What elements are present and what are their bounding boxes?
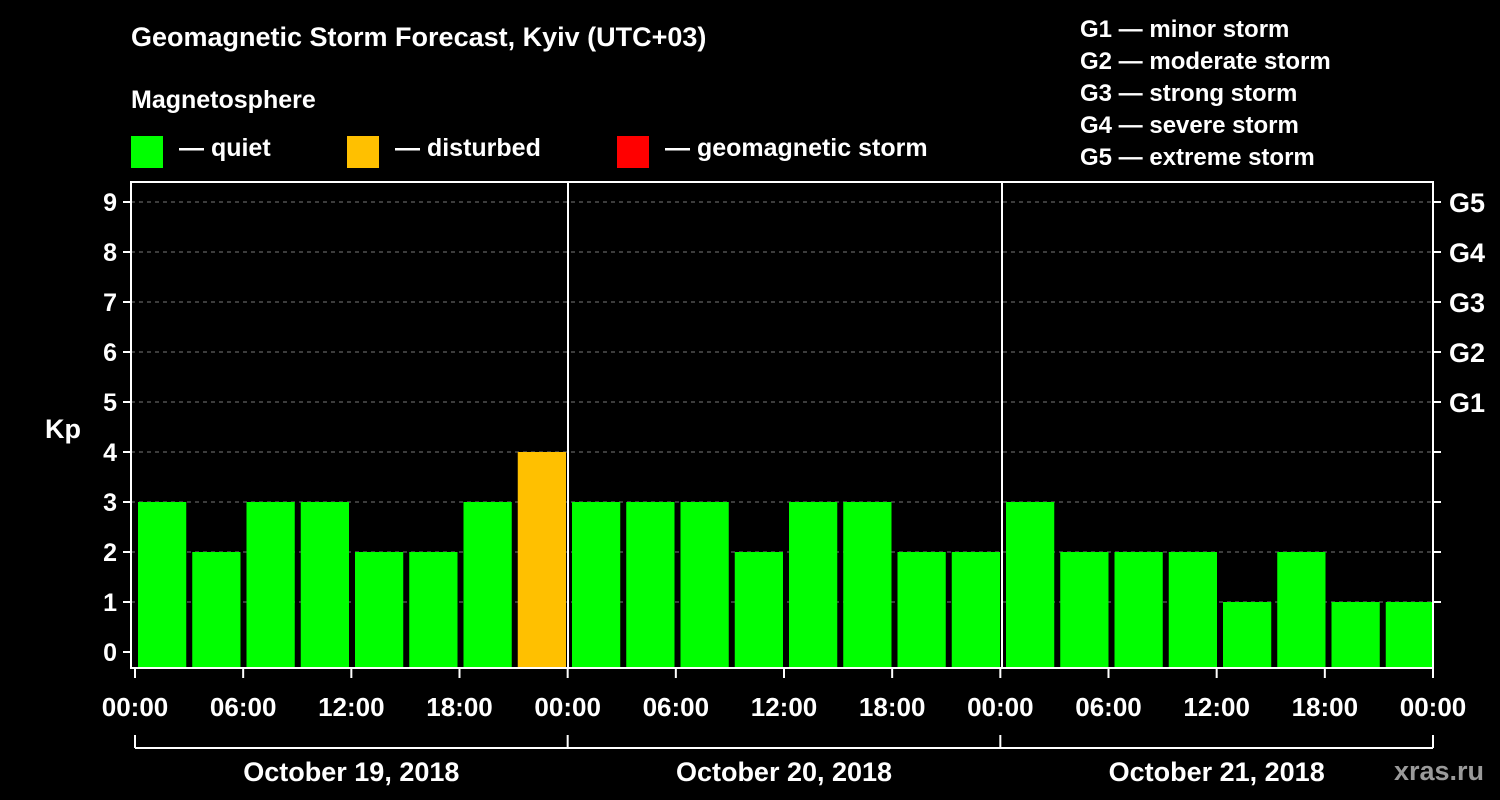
plot-frame (130, 181, 1434, 669)
storm-scale-g5: G5 — extreme storm (1080, 144, 1315, 171)
day-label: October 21, 2018 (1109, 757, 1325, 787)
kp-bar (192, 552, 241, 668)
y-tick-label: 5 (103, 389, 117, 417)
x-tick-label: 06:00 (210, 692, 277, 722)
g-scale-label: G5 (1449, 188, 1485, 218)
legend-swatch-storm (617, 136, 649, 168)
y-tick-label: 4 (103, 439, 117, 467)
kp-bar (897, 552, 946, 668)
kp-bar (1060, 552, 1109, 668)
x-tick-label: 00:00 (534, 692, 601, 722)
legend-swatch-disturbed (347, 136, 379, 168)
kp-bar (138, 502, 187, 668)
legend-label-disturbed: — disturbed (395, 134, 541, 162)
legend-label-quiet: — quiet (179, 134, 271, 162)
x-tick-label: 00:00 (1400, 692, 1467, 722)
y-tick-label: 9 (103, 189, 117, 217)
y-axis-label: Kp (45, 414, 81, 444)
day-label: October 20, 2018 (676, 757, 892, 787)
kp-bar (1223, 602, 1272, 668)
section-label: Magnetosphere (131, 86, 316, 114)
kp-bar (246, 502, 295, 668)
x-tick-label: 00:00 (102, 692, 169, 722)
x-tick-label: 06:00 (643, 692, 710, 722)
kp-bar (300, 502, 349, 668)
kp-bar (951, 552, 1000, 668)
y-tick-label: 8 (103, 239, 117, 267)
kp-bar (626, 502, 675, 668)
x-tick-label: 06:00 (1075, 692, 1142, 722)
x-tick-label: 12:00 (318, 692, 385, 722)
kp-bar (517, 452, 566, 668)
x-tick-label: 18:00 (426, 692, 493, 722)
y-tick-label: 2 (103, 539, 117, 567)
kp-bar (1277, 552, 1326, 668)
x-tick-label: 12:00 (1183, 692, 1250, 722)
storm-scale-g3: G3 — strong storm (1080, 80, 1298, 107)
storm-scale-g4: G4 — severe storm (1080, 112, 1299, 139)
x-tick-label: 18:00 (1292, 692, 1359, 722)
g-scale-label: G4 (1449, 238, 1485, 268)
kp-bar (843, 502, 892, 668)
kp-bar (1331, 602, 1380, 668)
storm-scale-legend: G1 — minor storm G2 — moderate storm G3 … (1080, 14, 1331, 174)
storm-scale-g2: G2 — moderate storm (1080, 48, 1331, 75)
chart-title: Geomagnetic Storm Forecast, Kyiv (UTC+03… (131, 22, 707, 52)
g-scale-label: G3 (1449, 288, 1485, 318)
y-tick-label: 3 (103, 489, 117, 517)
kp-bar (1006, 502, 1055, 668)
storm-scale-g1: G1 — minor storm (1080, 16, 1290, 43)
kp-bar (409, 552, 458, 668)
y-tick-label: 7 (103, 289, 117, 317)
watermark: xras.ru (1393, 756, 1484, 786)
kp-bar (789, 502, 838, 668)
x-tick-label: 00:00 (967, 692, 1034, 722)
day-label: October 19, 2018 (243, 757, 459, 787)
kp-bar (680, 502, 729, 668)
y-tick-label: 0 (103, 639, 117, 667)
kp-bar (1114, 552, 1163, 668)
legend-swatch-quiet (131, 136, 163, 168)
kp-bar (463, 502, 512, 668)
y-tick-label: 6 (103, 339, 117, 367)
g-scale-label: G2 (1449, 338, 1485, 368)
x-tick-label: 12:00 (751, 692, 818, 722)
kp-bar (1385, 602, 1434, 668)
kp-bar (734, 552, 783, 668)
kp-bar (355, 552, 404, 668)
legend-label-storm: — geomagnetic storm (665, 134, 928, 162)
kp-bar (1168, 552, 1217, 668)
y-tick-label: 1 (103, 589, 117, 617)
g-scale-label: G1 (1449, 388, 1485, 418)
x-tick-label: 18:00 (859, 692, 926, 722)
kp-bar (572, 502, 621, 668)
